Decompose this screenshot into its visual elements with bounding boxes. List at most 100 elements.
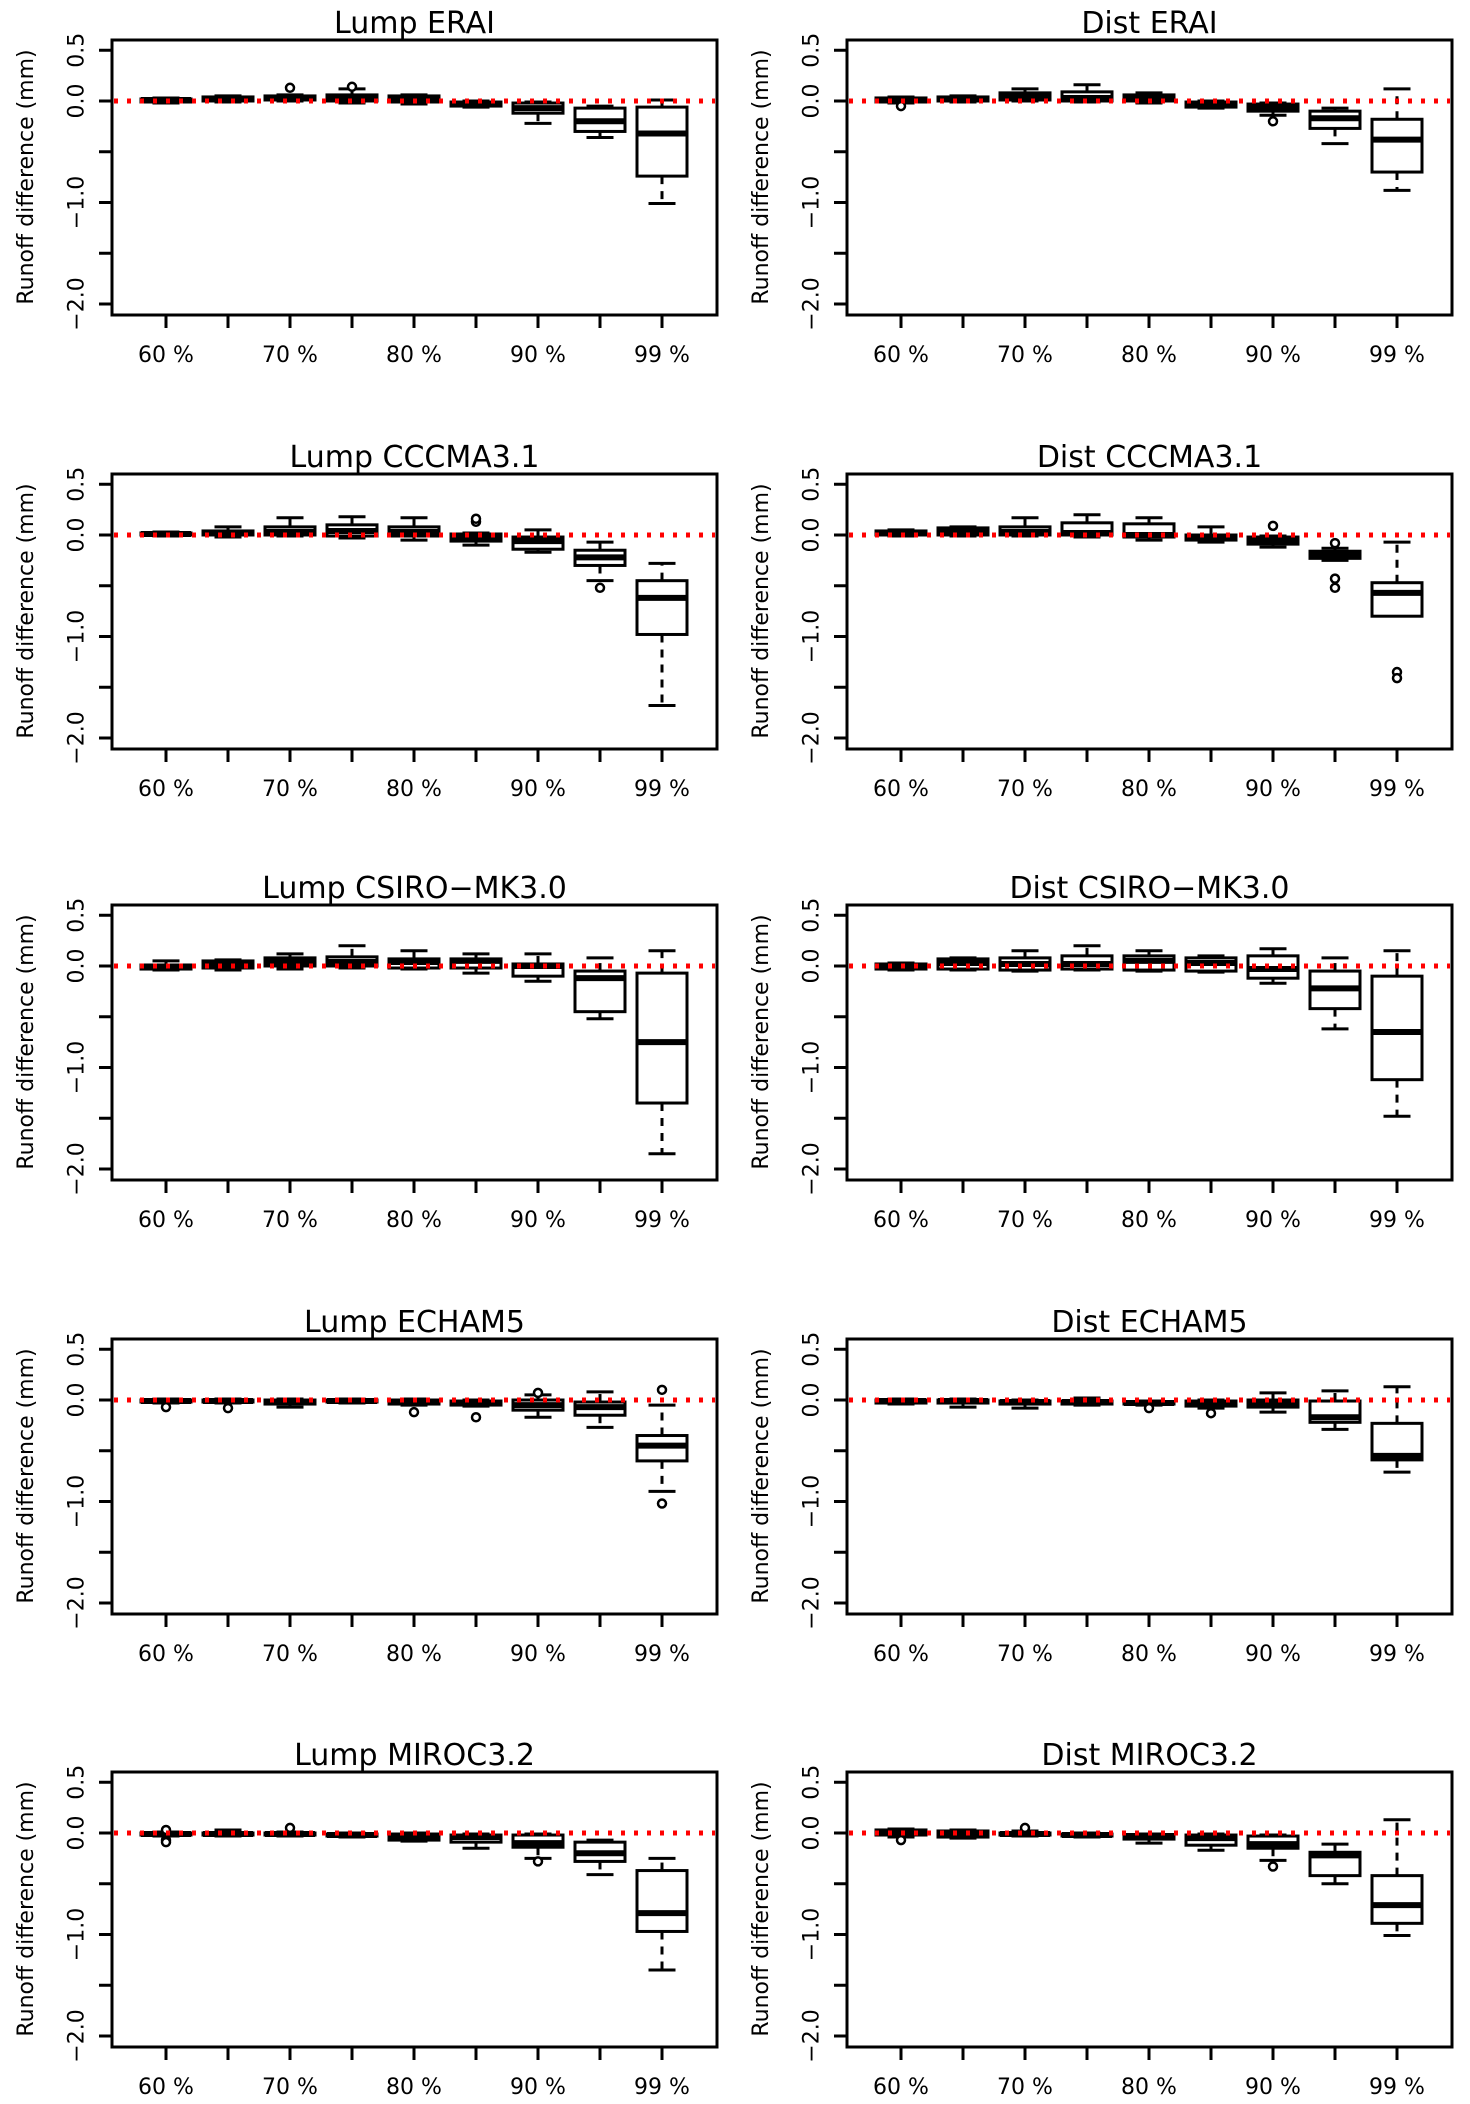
boxplot-95pct — [1308, 1389, 1362, 1431]
boxplot-75pct — [1060, 513, 1114, 539]
x-tick-label: 80 % — [386, 343, 442, 368]
panel-title: Lump MIROC3.2 — [294, 1738, 535, 1773]
y-tick-label: 0.5 — [65, 467, 90, 502]
boxplot-85pct — [449, 1398, 503, 1423]
panel-title: Dist MIROC3.2 — [1041, 1738, 1257, 1773]
x-tick-label: 60 % — [138, 777, 194, 802]
y-tick-label: 0.5 — [800, 1332, 825, 1367]
outlier-point — [532, 1387, 544, 1399]
x-tick-label: 60 % — [873, 777, 929, 802]
y-axis-label: Runoff difference (mm) — [749, 914, 774, 1169]
boxplot-80pct — [1122, 91, 1176, 105]
x-tick-label: 60 % — [138, 1208, 194, 1233]
boxplot-85pct — [1184, 954, 1238, 974]
y-tick-label: 0.5 — [65, 1765, 90, 1800]
panel-dist-csiro-mk3-0: Dist CSIRO−MK3.0 Runoff difference (mm) 0.… — [749, 871, 1454, 1233]
iqr-box — [635, 579, 689, 636]
boxplot-99pct — [1370, 1385, 1424, 1474]
x-tick-label: 99 % — [634, 1642, 690, 1667]
boxplot-90pct — [511, 1387, 565, 1419]
x-tick-label: 80 % — [1121, 1642, 1177, 1667]
y-tick-label: −1.0 — [65, 610, 90, 663]
y-tick-label: 0.0 — [800, 1816, 825, 1851]
panel-title: Lump ECHAM5 — [304, 1305, 525, 1340]
x-tick-label: 70 % — [997, 1208, 1053, 1233]
x-tick-label: 70 % — [262, 343, 318, 368]
boxplot-95pct — [573, 956, 627, 1021]
panel-lump-csiro-mk3-0: Lump CSIRO−MK3.0 Runoff difference (mm) 0.… — [14, 871, 719, 1233]
x-tick-label: 90 % — [510, 2075, 566, 2100]
y-tick-label: 0.5 — [800, 898, 825, 933]
x-tick-label: 90 % — [1245, 2075, 1301, 2100]
y-axis-label: Runoff difference (mm) — [14, 914, 39, 1169]
x-tick-label: 80 % — [1121, 1208, 1177, 1233]
plot-border — [845, 903, 1454, 1182]
outlier-point — [470, 1412, 482, 1423]
boxplot-99pct — [635, 949, 689, 1156]
iqr-box — [635, 105, 689, 178]
outlier-point — [895, 1834, 907, 1846]
plot-border — [110, 38, 719, 317]
y-tick-label: 0.0 — [800, 949, 825, 984]
plot-border — [845, 38, 1454, 317]
x-tick-label: 99 % — [634, 343, 690, 368]
boxplot-60pct — [139, 1824, 193, 1848]
boxplot-90pct — [511, 528, 565, 554]
boxplot-95pct — [573, 1390, 627, 1429]
y-tick-label: 0.0 — [65, 949, 90, 984]
x-tick-label: 99 % — [634, 777, 690, 802]
y-tick-label: −1.0 — [800, 1908, 825, 1961]
boxplot-85pct — [449, 99, 503, 109]
x-tick-label: 60 % — [138, 343, 194, 368]
outlier-point — [1267, 1861, 1279, 1872]
y-axis-label: Runoff difference (mm) — [14, 1781, 39, 2036]
x-tick-label: 70 % — [997, 1642, 1053, 1667]
x-tick-label: 99 % — [1369, 343, 1425, 368]
y-tick-label: −1.0 — [65, 1475, 90, 1528]
boxplot-80pct — [1122, 1399, 1176, 1414]
x-tick-label: 90 % — [1245, 777, 1301, 802]
outlier-point — [656, 1498, 668, 1509]
outlier-point — [160, 1836, 172, 1848]
boxplot-65pct — [936, 956, 990, 972]
boxplot-85pct — [1184, 1832, 1238, 1852]
x-tick-label: 60 % — [873, 1208, 929, 1233]
x-tick-label: 90 % — [1245, 343, 1301, 368]
outlier-point — [1205, 1407, 1217, 1419]
boxplot-85pct — [1184, 1398, 1238, 1419]
y-axis-label: Runoff difference (mm) — [14, 49, 39, 304]
x-tick-label: 80 % — [386, 1642, 442, 1667]
panel-title: Dist CCCMA3.1 — [1037, 440, 1262, 475]
boxplot-95pct — [1308, 1842, 1362, 1886]
plot-border — [845, 1770, 1454, 2049]
iqr-box — [1370, 581, 1424, 618]
x-tick-label: 70 % — [262, 777, 318, 802]
x-tick-label: 80 % — [386, 1208, 442, 1233]
panel-lump-erai: Lump ERAI Runoff difference (mm) 0.5 0.0 −1.… — [14, 6, 719, 368]
y-tick-label: −2.0 — [65, 277, 90, 330]
boxplot-85pct — [449, 952, 503, 975]
boxplot-75pct — [325, 515, 379, 540]
y-tick-label: −2.0 — [65, 711, 90, 764]
iqr-box — [1370, 117, 1424, 174]
x-tick-label: 90 % — [510, 1208, 566, 1233]
boxplot-95pct — [573, 1838, 627, 1877]
y-tick-label: −1.0 — [65, 1908, 90, 1961]
plot-border — [845, 472, 1454, 751]
boxplot-99pct — [1370, 949, 1424, 1118]
y-axis-label: Runoff difference (mm) — [749, 1348, 774, 1603]
y-axis-label: Runoff difference (mm) — [749, 49, 774, 304]
x-tick-label: 80 % — [386, 777, 442, 802]
panel-title: Lump ERAI — [334, 6, 495, 41]
iqr-box — [635, 971, 689, 1105]
panel-lump-cccma3-1: Lump CCCMA3.1 Runoff difference (mm) 0.5 0.… — [14, 440, 719, 802]
y-tick-label: 0.5 — [65, 1332, 90, 1367]
boxplot-95pct — [573, 540, 627, 594]
outlier-point — [532, 1856, 544, 1867]
panel-title: Lump CSIRO−MK3.0 — [262, 871, 567, 906]
outlier-point — [222, 1402, 234, 1414]
boxplot-65pct — [201, 958, 255, 972]
boxplot-85pct — [449, 513, 503, 547]
x-tick-label: 70 % — [262, 1208, 318, 1233]
